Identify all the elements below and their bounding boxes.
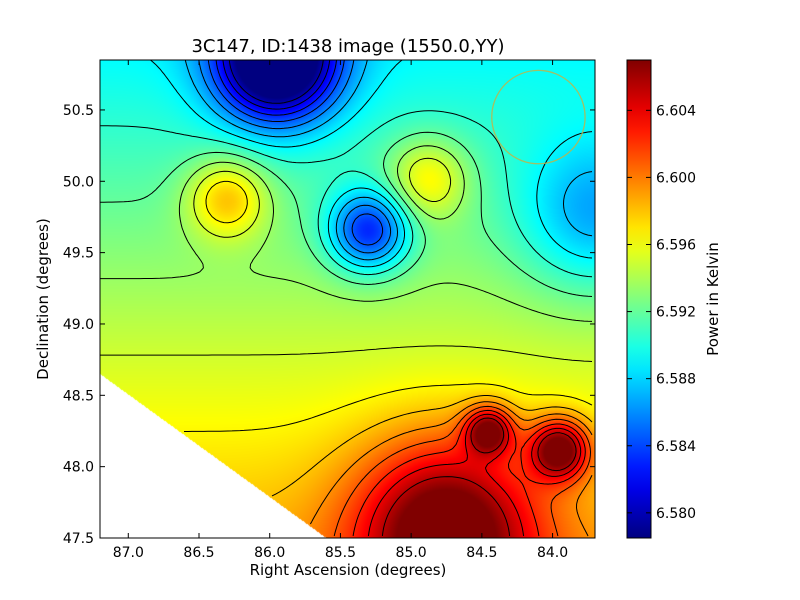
contour-line <box>100 157 593 362</box>
plot-frame <box>99 59 596 539</box>
colorbar-tick-label: 6.604 <box>656 103 696 119</box>
x-tick-label: 85.0 <box>396 545 427 561</box>
x-tick-label: 84.0 <box>537 545 568 561</box>
contour-line <box>184 180 593 432</box>
x-axis-ticks: 87.0 86.5 86.0 85.5 85.0 84.5 84.0 <box>113 60 568 561</box>
contour-line <box>271 395 593 497</box>
contour-line <box>352 409 586 537</box>
y-tick-label: 50.5 <box>63 103 94 119</box>
x-tick-label: 86.0 <box>254 545 285 561</box>
colorbar-label: Power in Kelvin <box>704 242 722 356</box>
contour-line <box>100 145 593 322</box>
contour-line <box>309 401 593 537</box>
colorbar-tick-label: 6.584 <box>656 439 696 455</box>
contour-line <box>150 60 593 268</box>
contour-line <box>207 60 384 246</box>
y-tick-label: 47.5 <box>63 531 94 547</box>
colorbar <box>626 59 652 539</box>
contour-line <box>100 110 593 278</box>
x-axis-label: Right Ascension (degrees) <box>250 561 447 579</box>
contour-line <box>222 60 331 110</box>
x-tick-label: 86.5 <box>183 545 214 561</box>
y-axis-label: Declination (degrees) <box>34 218 52 380</box>
beam-circle <box>491 69 586 165</box>
y-tick-label: 48.0 <box>63 460 94 476</box>
contour-line <box>381 417 577 537</box>
contour-line <box>184 60 593 261</box>
contour-line <box>100 131 593 297</box>
chart-title: 3C147, ID:1438 image (1550.0,YY) <box>191 36 504 57</box>
colorbar-ticks: 6.580 6.584 6.588 6.592 6.596 6.600 6.604 <box>627 103 696 522</box>
y-tick-label: 48.5 <box>63 388 94 404</box>
colorbar-tick-label: 6.580 <box>656 506 696 522</box>
x-tick-label: 84.5 <box>466 545 497 561</box>
contour-line <box>367 413 582 537</box>
y-axis-ticks: 47.5 48.0 48.5 49.0 49.5 50.0 50.5 <box>63 103 595 547</box>
contour-lines <box>100 60 593 537</box>
x-tick-label: 87.0 <box>113 545 144 561</box>
colorbar-tick-label: 6.588 <box>656 372 696 388</box>
colorbar-tick-label: 6.592 <box>656 305 696 321</box>
contour-line <box>228 60 324 104</box>
y-tick-label: 50.0 <box>63 174 94 190</box>
contour-line <box>333 405 591 537</box>
colorbar-tick-label: 6.600 <box>656 170 696 186</box>
contour-line <box>215 60 337 116</box>
x-tick-label: 85.5 <box>325 545 356 561</box>
y-tick-label: 49.5 <box>63 246 94 262</box>
colorbar-tick-label: 6.596 <box>656 237 696 253</box>
y-tick-label: 49.0 <box>63 317 94 333</box>
